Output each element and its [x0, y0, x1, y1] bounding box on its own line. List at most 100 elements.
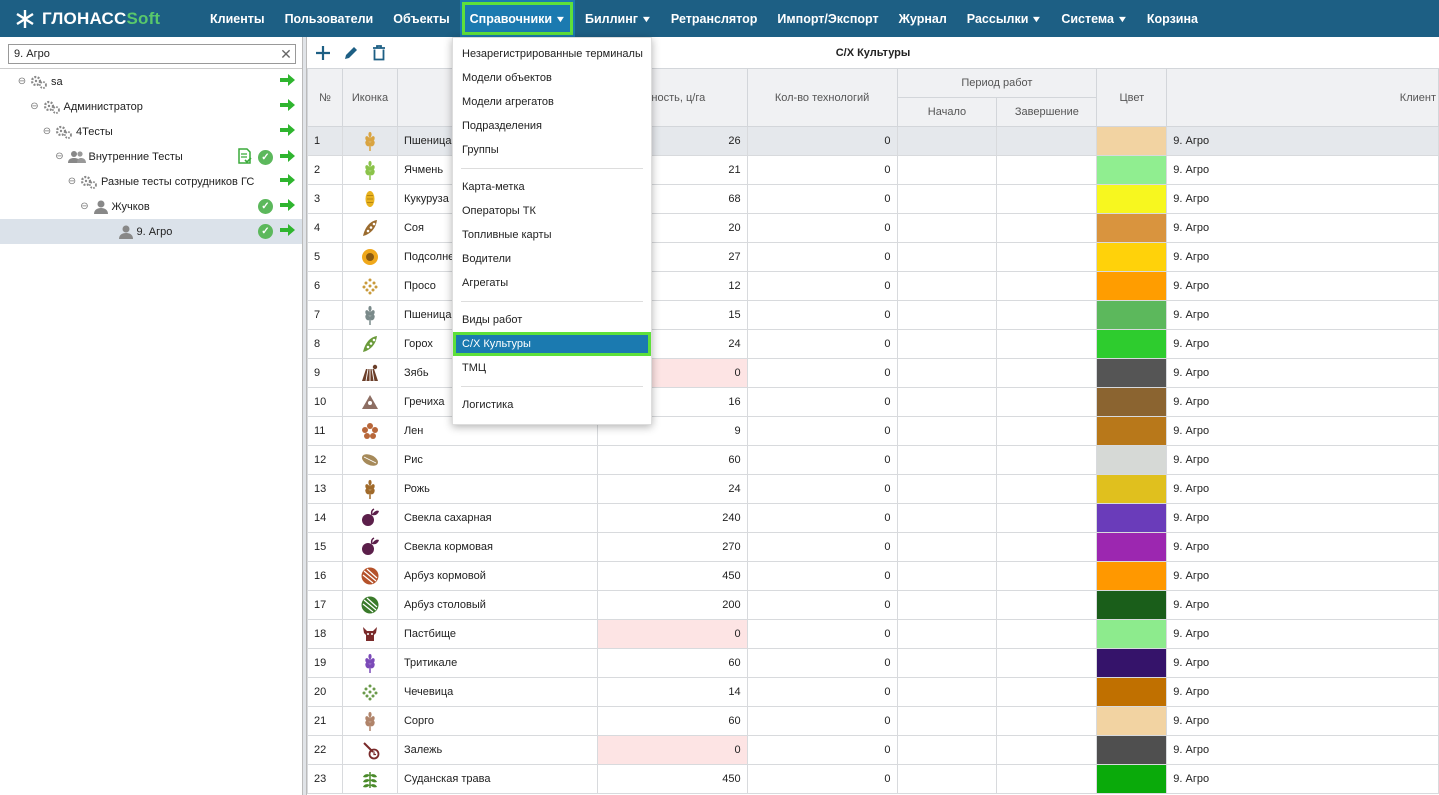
crop-name-cell: Залежь: [396, 735, 598, 765]
menu-item[interactable]: Модели объектов: [462, 72, 552, 84]
col-header-end[interactable]: Завершение: [996, 97, 1098, 127]
table-row[interactable]: 12 Рис 60 0 9. Агро: [307, 445, 1439, 475]
yield-cell: 450: [596, 561, 748, 591]
crop-icon-cell: [341, 242, 398, 272]
clear-search-icon[interactable]: ✕: [280, 46, 292, 62]
color-cell: [1096, 648, 1168, 678]
col-header-client[interactable]: Клиент: [1166, 68, 1439, 127]
col-header-icon[interactable]: Иконка: [341, 68, 398, 127]
period-start-cell: [896, 184, 998, 214]
menu-item[interactable]: Операторы ТК: [462, 205, 536, 217]
menu-item[interactable]: Карта-метка: [462, 181, 525, 193]
nav-item-2[interactable]: Объекты: [383, 0, 459, 37]
go-arrow-icon[interactable]: [279, 223, 296, 240]
table-row[interactable]: 22 Залежь 0 0 9. Агро: [307, 735, 1439, 765]
menu-item[interactable]: Водители: [462, 253, 512, 265]
tree-node[interactable]: ⊖ Жучков ✓: [0, 194, 302, 219]
go-arrow-icon[interactable]: [279, 173, 296, 190]
table-row[interactable]: 18 Пастбище 0 0 9. Агро: [307, 619, 1439, 649]
go-arrow-icon[interactable]: [279, 149, 296, 166]
table-row[interactable]: 21 Сорго 60 0 9. Агро: [307, 706, 1439, 736]
color-swatch: [1097, 446, 1166, 474]
nav-item-10[interactable]: Корзина: [1137, 0, 1208, 37]
client-cell: 9. Агро: [1166, 677, 1439, 707]
nav-item-0[interactable]: Клиенты: [200, 0, 275, 37]
nav-item-5[interactable]: Ретранслятор: [661, 0, 768, 37]
tree-node[interactable]: ⊖ sa: [0, 69, 302, 94]
collapse-toggle-icon[interactable]: ⊖: [42, 126, 52, 137]
menu-item[interactable]: Незарегистрированные терминалы: [462, 48, 643, 60]
color-swatch: [1097, 475, 1166, 503]
table-row[interactable]: 14 Свекла сахарная 240 0 9. Агро: [307, 503, 1439, 533]
table-row[interactable]: 17 Арбуз столовый 200 0 9. Агро: [307, 590, 1439, 620]
table-row[interactable]: 13 Рожь 24 0 9. Агро: [307, 474, 1439, 504]
nav-item-6[interactable]: Импорт/Экспорт: [767, 0, 888, 37]
tree-node[interactable]: 9. Агро ✓: [0, 219, 302, 244]
menu-item[interactable]: Агрегаты: [462, 277, 509, 289]
corn-icon: [360, 191, 380, 207]
table-row[interactable]: 1 Пшеница 26 0 9. Агро: [307, 126, 1439, 156]
table-row[interactable]: 19 Тритикале 60 0 9. Агро: [307, 648, 1439, 678]
period-start-cell: [896, 242, 998, 272]
go-arrow-icon[interactable]: [279, 198, 296, 215]
menu-item[interactable]: Группы: [462, 144, 499, 156]
chevron-down-icon: ▼: [1031, 13, 1043, 24]
table-row[interactable]: 15 Свекла кормовая 270 0 9. Агро: [307, 532, 1439, 562]
go-arrow-icon[interactable]: [279, 98, 296, 115]
menu-item[interactable]: С/Х Культуры: [453, 332, 651, 356]
tree-node[interactable]: ⊖ Разные тесты сотрудников ГС: [0, 169, 302, 194]
nav-item-7[interactable]: Журнал: [889, 0, 957, 37]
nav-item-label: Рассылки: [966, 11, 1029, 26]
tree-search-input[interactable]: [8, 44, 296, 64]
collapse-toggle-icon[interactable]: ⊖: [55, 151, 64, 162]
crop-icon-cell: [341, 706, 398, 736]
col-header-number[interactable]: №: [307, 68, 343, 127]
menu-item[interactable]: Топливные карты: [462, 229, 552, 241]
menu-item[interactable]: Виды работ: [462, 314, 523, 326]
color-swatch: [1097, 591, 1166, 619]
tech-count-cell: 0: [746, 474, 898, 504]
go-arrow-icon[interactable]: [279, 73, 296, 90]
row-number-cell: 19: [307, 648, 343, 678]
collapse-toggle-icon[interactable]: ⊖: [17, 76, 27, 87]
period-start-cell: [896, 561, 998, 591]
period-end-cell: [996, 126, 1098, 156]
nav-item-1[interactable]: Пользователи: [275, 0, 384, 37]
nav-item-8[interactable]: Рассылки ▼: [957, 0, 1052, 37]
period-start-cell: [896, 735, 998, 765]
nav-item-4[interactable]: Биллинг ▼: [575, 0, 661, 37]
menu-item[interactable]: Подразделения: [462, 120, 542, 132]
glonass-soft-logo[interactable]: ГЛОНАСС Soft: [14, 8, 160, 30]
period-end-cell: [996, 155, 1098, 185]
delete-trash-icon[interactable]: [369, 43, 389, 63]
nav-item-3[interactable]: Справочники ▼: [459, 0, 575, 37]
tree-node[interactable]: ⊖ Администратор: [0, 94, 302, 119]
menu-item[interactable]: ТМЦ: [462, 362, 487, 374]
main-menu: Клиенты Пользователи Объекты Справочники ▼ Би…: [200, 0, 1208, 37]
table-row[interactable]: 16 Арбуз кормовой 450 0 9. Агро: [307, 561, 1439, 591]
go-arrow-icon[interactable]: [279, 123, 296, 140]
active-check-icon: ✓: [258, 150, 273, 165]
collapse-toggle-icon[interactable]: ⊖: [67, 176, 77, 187]
collapse-toggle-icon[interactable]: ⊖: [30, 101, 39, 112]
col-header-color[interactable]: Цвет: [1096, 68, 1168, 127]
row-number-cell: 3: [307, 184, 343, 214]
edit-pencil-icon[interactable]: [341, 43, 361, 63]
col-header-start[interactable]: Начало: [896, 97, 998, 127]
add-icon[interactable]: [313, 43, 333, 63]
collapse-toggle-icon[interactable]: ⊖: [80, 201, 89, 212]
menu-item[interactable]: Модели агрегатов: [462, 96, 554, 108]
document-check-icon[interactable]: [238, 148, 252, 167]
color-swatch: [1097, 620, 1166, 648]
row-number-cell: 11: [307, 416, 343, 446]
tree-node[interactable]: ⊖ Внутренние Тесты ✓: [0, 144, 302, 169]
table-row[interactable]: 20 Чечевица 14 0 9. Агро: [307, 677, 1439, 707]
tree-node[interactable]: ⊖ 4Тесты: [0, 119, 302, 144]
table-row[interactable]: 23 Суданская трава 450 0 9. Агро: [307, 764, 1439, 794]
panel-splitter[interactable]: [303, 37, 307, 795]
menu-item[interactable]: Логистика: [462, 399, 514, 411]
nav-item-9[interactable]: Система ▼: [1051, 0, 1137, 37]
col-header-tech-count[interactable]: Кол-во технологий: [746, 68, 898, 127]
yield-cell: 60: [596, 648, 748, 678]
color-cell: [1096, 387, 1168, 417]
